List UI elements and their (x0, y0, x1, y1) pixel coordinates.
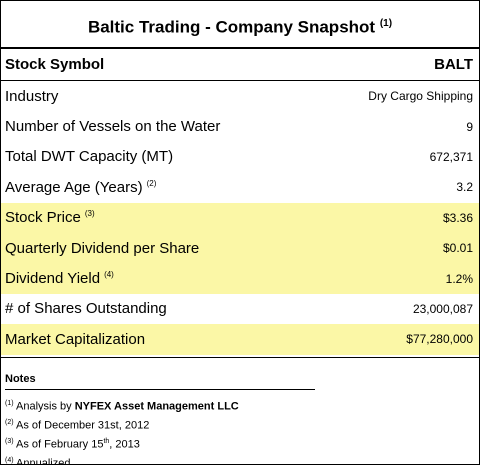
row-label: Number of Vessels on the Water (5, 118, 221, 136)
table-row: Average Age (Years) (2) 3.2 (1, 172, 479, 202)
title-note: (1) (379, 18, 393, 29)
table-row: Industry Dry Cargo Shipping (1, 81, 479, 111)
note: (3) As of February 15th, 2013 (5, 432, 479, 451)
row-value: $3.36 (442, 210, 473, 225)
title: Baltic Trading - Company Snapshot (1) (1, 1, 479, 49)
row-value: 23,000,087 (412, 301, 473, 316)
note-text: As of December 31st, 2012 (16, 419, 150, 432)
row-label: Industry (5, 87, 59, 105)
table-row: Quarterly Dividend per Share $0.01 (1, 232, 479, 264)
row-label-cell: Market Capitalization (5, 331, 145, 348)
row-value: 1.2% (445, 271, 473, 286)
note: (2) As of December 31st, 2012 (5, 413, 479, 432)
notes: Notes (1) Analysis by NYFEX Asset Manage… (5, 373, 479, 465)
note-bold: NYFEX Asset Management LLC (74, 400, 239, 413)
row-label: Market Capitalization (5, 330, 146, 348)
row-value: 672,371 (429, 149, 473, 164)
title-text: Baltic Trading - Company Snapshot (87, 17, 376, 37)
table-row: Total DWT Capacity (MT) 672,371 (1, 142, 479, 172)
table-row: Dividend Yield (4) 1.2% (1, 263, 479, 294)
row-label: # of Shares Outstanding (5, 300, 167, 318)
row-label-cell: Average Age (Years) (2) (5, 179, 156, 196)
table-row: Number of Vessels on the Water 9 (1, 111, 479, 141)
row-value: 3.2 (456, 180, 473, 195)
row-value: Dry Cargo Shipping (368, 89, 473, 104)
note: (4) Annualized (5, 451, 479, 465)
note-text: Analysis by (16, 400, 75, 413)
row-label-cell: Industry (5, 88, 58, 105)
row-note: (2) (146, 178, 157, 188)
row-label: Stock Price (5, 209, 81, 227)
row-note: (3) (84, 209, 95, 219)
rows: Industry Dry Cargo Shipping Number of Vess… (1, 81, 479, 355)
note-marker: (2) (5, 419, 14, 426)
row-value: $77,280,000 (406, 332, 473, 347)
snapshot-table: Baltic Trading - Company Snapshot (1) St… (1, 1, 479, 358)
row-label: Dividend Yield (5, 270, 101, 288)
note-text-after: , 2013 (109, 438, 140, 451)
row-value: 9 (466, 119, 473, 134)
row-label-cell: Dividend Yield (4) (5, 270, 114, 287)
note-marker: (3) (5, 438, 14, 445)
header-value: BALT (434, 56, 473, 73)
table-row: Stock Price (3) $3.36 (1, 202, 479, 233)
notes-heading: Notes (5, 373, 315, 390)
note-marker: (4) (5, 457, 14, 464)
row-label: Total DWT Capacity (MT) (5, 148, 174, 166)
row-label-cell: Total DWT Capacity (MT) (5, 148, 173, 165)
header-row: Stock Symbol BALT (1, 49, 479, 81)
row-label: Quarterly Dividend per Share (5, 239, 200, 257)
row-label-cell: Number of Vessels on the Water (5, 118, 220, 135)
note-marker: (1) (5, 400, 14, 407)
table-row: Market Capitalization $77,280,000 (1, 324, 479, 355)
note-text: As of February 15 (16, 438, 104, 451)
header-label: Stock Symbol (5, 56, 105, 73)
row-label-cell: Stock Price (3) (5, 209, 95, 226)
row-note: (4) (104, 270, 114, 280)
row-label-cell: Quarterly Dividend per Share (5, 240, 199, 257)
table-row: # of Shares Outstanding 23,000,087 (1, 294, 479, 324)
row-label-cell: # of Shares Outstanding (5, 300, 167, 317)
note-text: Annualized (16, 457, 71, 465)
notes-list: (1) Analysis by NYFEX Asset Management L… (5, 394, 479, 465)
row-label: Average Age (Years) (5, 178, 143, 196)
note: (1) Analysis by NYFEX Asset Management L… (5, 394, 479, 413)
note-sup: th (103, 438, 110, 445)
row-value: $0.01 (442, 241, 473, 256)
